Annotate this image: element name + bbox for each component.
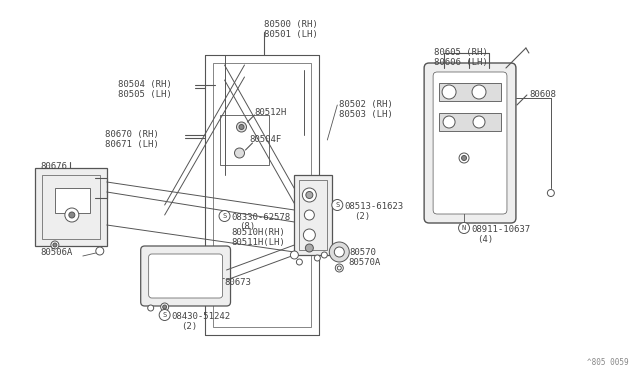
Circle shape [334,247,344,257]
Text: 80502 (RH): 80502 (RH) [339,100,393,109]
Circle shape [442,85,456,99]
Text: 80511H(LH): 80511H(LH) [232,238,285,247]
Circle shape [234,148,244,158]
Text: 80501 (LH): 80501 (LH) [264,30,318,39]
Text: 80500 (RH): 80500 (RH) [264,20,318,29]
Circle shape [163,305,166,309]
Text: 80670 (RH): 80670 (RH) [105,130,159,139]
Circle shape [148,305,154,311]
Text: 80671 (LH): 80671 (LH) [105,140,159,149]
Circle shape [96,247,104,255]
Circle shape [51,241,59,249]
Text: 08330-62578: 08330-62578 [232,213,291,222]
Text: 80606 (LH): 80606 (LH) [434,58,488,67]
Circle shape [296,259,302,265]
Circle shape [314,255,321,261]
FancyBboxPatch shape [424,63,516,223]
Circle shape [332,199,343,211]
Circle shape [472,85,486,99]
Circle shape [291,251,298,259]
Text: 80673: 80673 [225,278,252,287]
Text: S: S [163,312,167,318]
Circle shape [53,243,57,247]
Circle shape [330,242,349,262]
FancyBboxPatch shape [141,246,230,306]
Text: N: N [462,225,466,231]
Text: (2): (2) [355,212,371,221]
Bar [35,168,107,246]
Text: 80506A: 80506A [40,248,72,257]
Text: 80504 (RH): 80504 (RH) [118,80,172,89]
Text: S: S [335,202,339,208]
Bar [439,83,501,101]
Circle shape [237,122,246,132]
Text: 80504F: 80504F [250,135,282,144]
Circle shape [473,116,485,128]
Circle shape [321,252,327,258]
Text: 80605 (RH): 80605 (RH) [434,48,488,57]
Text: 80608: 80608 [529,90,556,99]
Circle shape [443,116,455,128]
Circle shape [65,208,79,222]
Circle shape [303,229,316,241]
Circle shape [69,212,75,218]
Text: 80505 (LH): 80505 (LH) [118,90,172,99]
Text: 08430-51242: 08430-51242 [172,312,231,321]
Bar [439,113,501,131]
Bar [294,175,332,255]
Text: ^805 0059: ^805 0059 [587,358,628,367]
Circle shape [302,188,316,202]
Text: (4): (4) [477,235,493,244]
FancyBboxPatch shape [148,254,223,298]
Text: 08911-10637: 08911-10637 [471,225,530,234]
Circle shape [159,310,170,321]
Bar [42,175,100,239]
Text: 80510H(RH): 80510H(RH) [232,228,285,237]
Circle shape [161,303,169,311]
Circle shape [459,153,469,163]
Circle shape [335,264,343,272]
Text: 80570: 80570 [349,248,376,257]
Text: 80676: 80676 [40,162,67,171]
Circle shape [239,125,244,129]
Circle shape [219,211,230,221]
Circle shape [305,210,314,220]
Circle shape [305,244,314,252]
Circle shape [337,266,341,270]
Circle shape [458,222,470,234]
Bar [55,188,90,213]
Text: 80570A: 80570A [348,258,381,267]
Circle shape [306,192,313,199]
Text: S: S [223,213,227,219]
Text: 08513-61623: 08513-61623 [344,202,403,211]
FancyBboxPatch shape [433,72,507,214]
Text: (2): (2) [182,322,198,331]
Circle shape [461,155,467,160]
Text: 80503 (LH): 80503 (LH) [339,110,393,119]
Text: (8): (8) [239,222,255,231]
Circle shape [547,189,554,196]
Bar [300,180,327,250]
Bar [212,63,311,327]
Bar [220,115,269,165]
Text: 80512H: 80512H [255,108,287,117]
